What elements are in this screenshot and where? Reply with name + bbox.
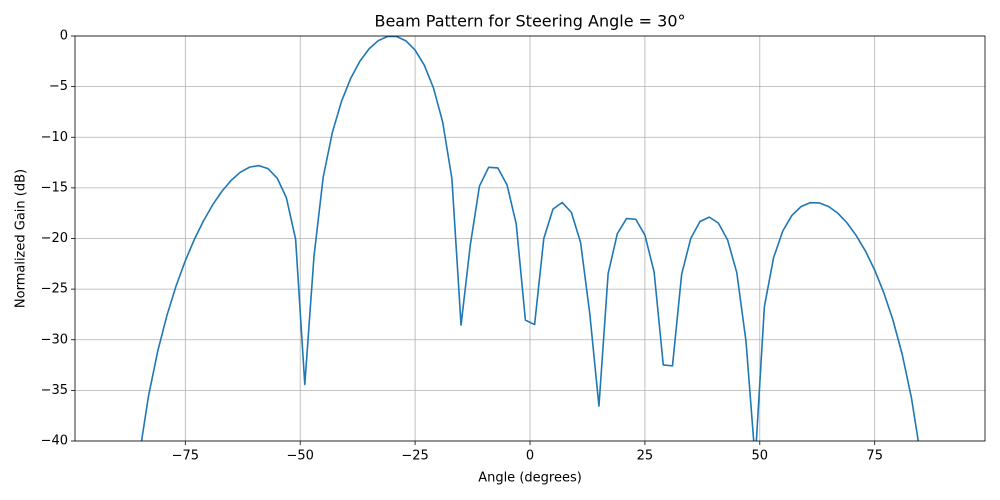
x-tick-label: 75: [866, 449, 883, 464]
y-tick-label: 0: [60, 29, 68, 44]
x-tick-label: 0: [526, 449, 534, 464]
y-tick-label: −20: [41, 231, 68, 246]
y-tick-label: −15: [41, 180, 68, 195]
chart-title: Beam Pattern for Steering Angle = 30°: [374, 12, 685, 31]
y-tick-label: −35: [41, 383, 68, 398]
data-line: [140, 36, 920, 441]
x-axis-label: Angle (degrees): [478, 471, 582, 486]
x-tick-label: −75: [172, 449, 199, 464]
x-tick-label: −25: [401, 449, 428, 464]
x-tick-label: 50: [752, 449, 769, 464]
plot-frame: [74, 35, 986, 442]
y-axis-label: Normalized Gain (dB): [14, 169, 29, 308]
y-tick-label: −25: [41, 282, 68, 297]
y-tick-label: −40: [41, 434, 68, 449]
y-tick-label: −5: [49, 79, 68, 94]
x-tick-label: −50: [286, 449, 313, 464]
x-tick-label: 25: [637, 449, 654, 464]
y-tick-label: −30: [41, 332, 68, 347]
y-tick-label: −10: [41, 130, 68, 145]
